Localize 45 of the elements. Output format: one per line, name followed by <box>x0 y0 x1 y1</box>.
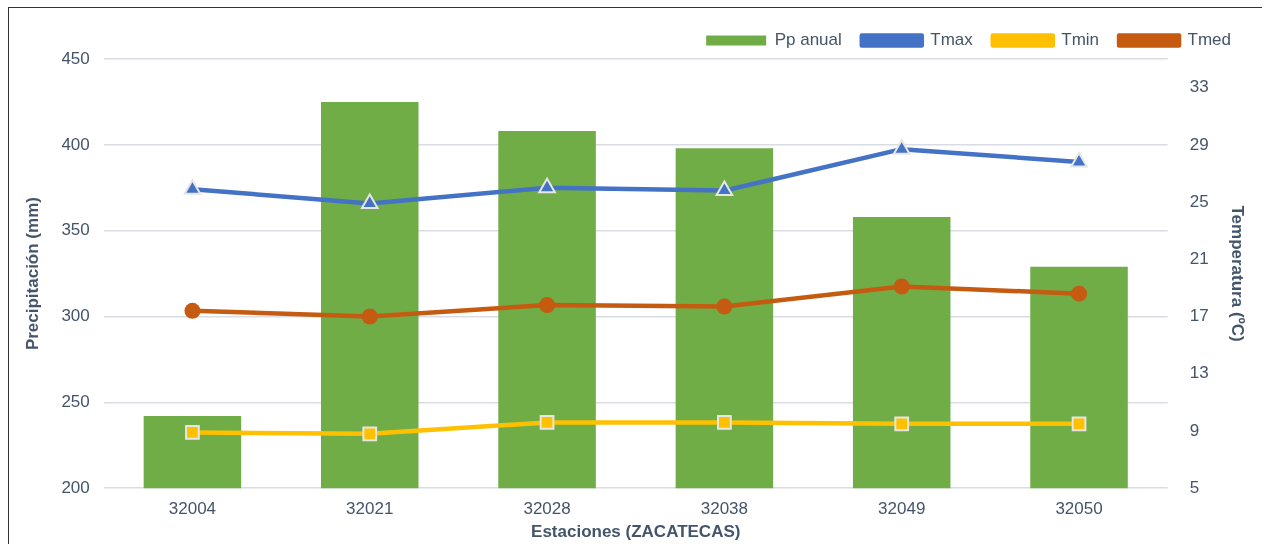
y2-tick-label: 13 <box>1189 363 1209 383</box>
x-tick-label: 32021 <box>346 499 394 519</box>
y2-tick-label: 33 <box>1189 77 1209 97</box>
x-tick-label: 32028 <box>523 499 571 519</box>
legend-label: Tmin <box>1061 30 1100 50</box>
y2-tick-label: 21 <box>1189 248 1209 268</box>
y2-axis-title: Temperatura (ºC) <box>1228 205 1248 342</box>
point <box>893 278 910 295</box>
point <box>1071 416 1087 432</box>
point <box>539 297 556 314</box>
x-axis-title: Estaciones (ZACATECAS) <box>531 522 741 542</box>
y-tick-label: 250 <box>61 392 90 412</box>
point <box>1070 152 1088 168</box>
point <box>185 425 200 440</box>
y-tick-label: 400 <box>61 134 90 154</box>
x-tick-label: 32049 <box>878 499 926 519</box>
x-tick-label: 32050 <box>1055 499 1103 519</box>
y2-tick-label: 5 <box>1189 477 1200 497</box>
point <box>538 177 556 194</box>
y2-tick-label: 29 <box>1189 134 1209 154</box>
point <box>1071 285 1088 302</box>
point <box>362 426 378 442</box>
x-tick-label: 32004 <box>168 499 217 519</box>
y2-tick-label: 17 <box>1189 306 1209 326</box>
point <box>361 308 378 325</box>
point <box>539 415 555 430</box>
point <box>716 298 733 315</box>
legend-label: Tmax <box>930 30 974 50</box>
y-tick-label: 450 <box>61 48 90 68</box>
point <box>892 139 911 155</box>
point <box>715 180 734 197</box>
point <box>183 179 202 195</box>
legend-label: Pp anual <box>774 30 842 50</box>
y-tick-label: 350 <box>61 220 90 240</box>
y-axis-title: Precipitación (mm) <box>22 197 42 351</box>
point <box>360 193 379 209</box>
point <box>894 416 910 432</box>
legend-label: Tmed <box>1187 30 1232 50</box>
x-tick-label: 32038 <box>700 499 749 519</box>
y2-tick-label: 25 <box>1189 191 1209 211</box>
y-tick-label: 200 <box>61 477 90 497</box>
y-tick-label: 300 <box>61 306 90 326</box>
point <box>717 415 732 430</box>
point <box>184 302 201 319</box>
y2-tick-label: 9 <box>1189 420 1200 440</box>
